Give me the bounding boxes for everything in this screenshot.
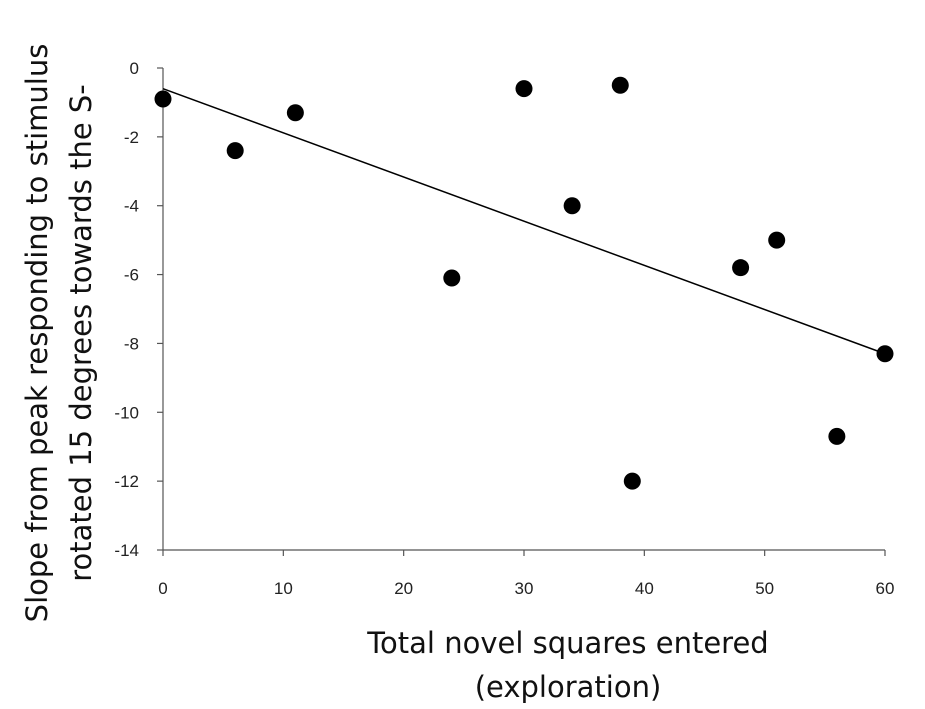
data-points-layer xyxy=(154,76,894,490)
y-tick-label: 0 xyxy=(130,59,139,78)
x-tick-label: 30 xyxy=(515,579,534,598)
x-axis-title-line-2: (exploration) xyxy=(475,670,662,704)
data-point xyxy=(443,269,461,287)
y-axis-title-line-1: Slope from peak responding to stimulus xyxy=(20,44,54,623)
data-point xyxy=(623,472,641,490)
data-point xyxy=(876,345,894,363)
y-tick-label: -6 xyxy=(124,266,139,285)
data-point xyxy=(154,90,172,108)
y-tick-label: -12 xyxy=(114,472,139,491)
x-tick-label: 40 xyxy=(635,579,654,598)
x-tick-label: 10 xyxy=(274,579,293,598)
x-tick-label: 0 xyxy=(158,579,167,598)
y-axis-ticks: 0 -2 -4 -6 -8 -10 -12 -14 xyxy=(114,59,163,560)
y-tick-label: -10 xyxy=(114,403,139,422)
y-tick-label: -4 xyxy=(124,197,139,216)
trendline xyxy=(162,87,886,355)
axes xyxy=(162,68,885,551)
data-point xyxy=(563,197,581,215)
x-axis-ticks: 0 10 20 30 40 50 60 xyxy=(158,550,894,598)
x-tick-label: 60 xyxy=(876,579,895,598)
data-point xyxy=(732,259,750,277)
data-point xyxy=(768,231,786,249)
data-point xyxy=(828,427,846,445)
y-tick-label: -14 xyxy=(114,541,139,560)
y-tick-label: -2 xyxy=(124,128,139,147)
x-tick-label: 20 xyxy=(394,579,413,598)
x-tick-label: 50 xyxy=(755,579,774,598)
y-tick-label: -8 xyxy=(124,334,139,353)
y-axis-title-line-2: rotated 15 degrees towards the S- xyxy=(64,84,98,582)
trendline-layer xyxy=(162,87,886,355)
data-point xyxy=(286,104,304,122)
x-axis-title-line-1: Total novel squares entered xyxy=(366,626,768,660)
data-point xyxy=(226,142,244,160)
data-point xyxy=(611,76,629,94)
data-point xyxy=(515,80,533,98)
